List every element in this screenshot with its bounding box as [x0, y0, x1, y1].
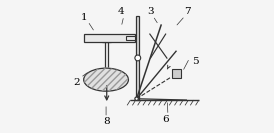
Bar	[136, 16, 139, 100]
Circle shape	[135, 55, 141, 61]
Text: 4: 4	[118, 7, 124, 16]
Text: 6: 6	[163, 115, 169, 124]
Bar	[84, 34, 135, 42]
Text: 1: 1	[80, 13, 87, 22]
Text: 8: 8	[103, 117, 109, 126]
Bar	[172, 69, 181, 78]
Text: 7: 7	[184, 7, 190, 16]
Bar	[126, 36, 135, 40]
Text: 2: 2	[73, 78, 80, 87]
Text: 3: 3	[147, 7, 153, 16]
Text: 5: 5	[192, 57, 199, 66]
Circle shape	[135, 97, 138, 100]
Ellipse shape	[84, 68, 129, 91]
